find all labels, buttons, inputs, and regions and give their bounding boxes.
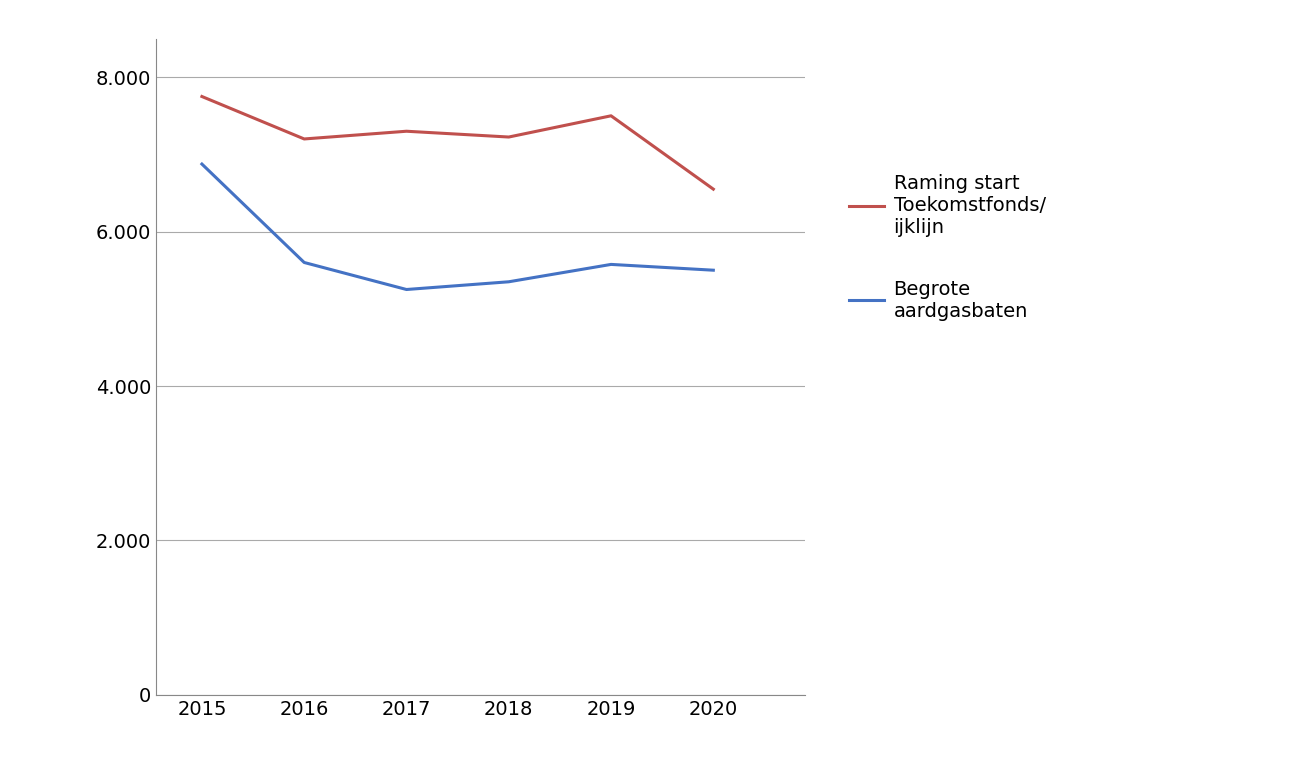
Legend: Raming start
Toekomstfonds/
ijklijn, Begrote
aardgasbaten: Raming start Toekomstfonds/ ijklijn, Beg… [840, 167, 1053, 329]
